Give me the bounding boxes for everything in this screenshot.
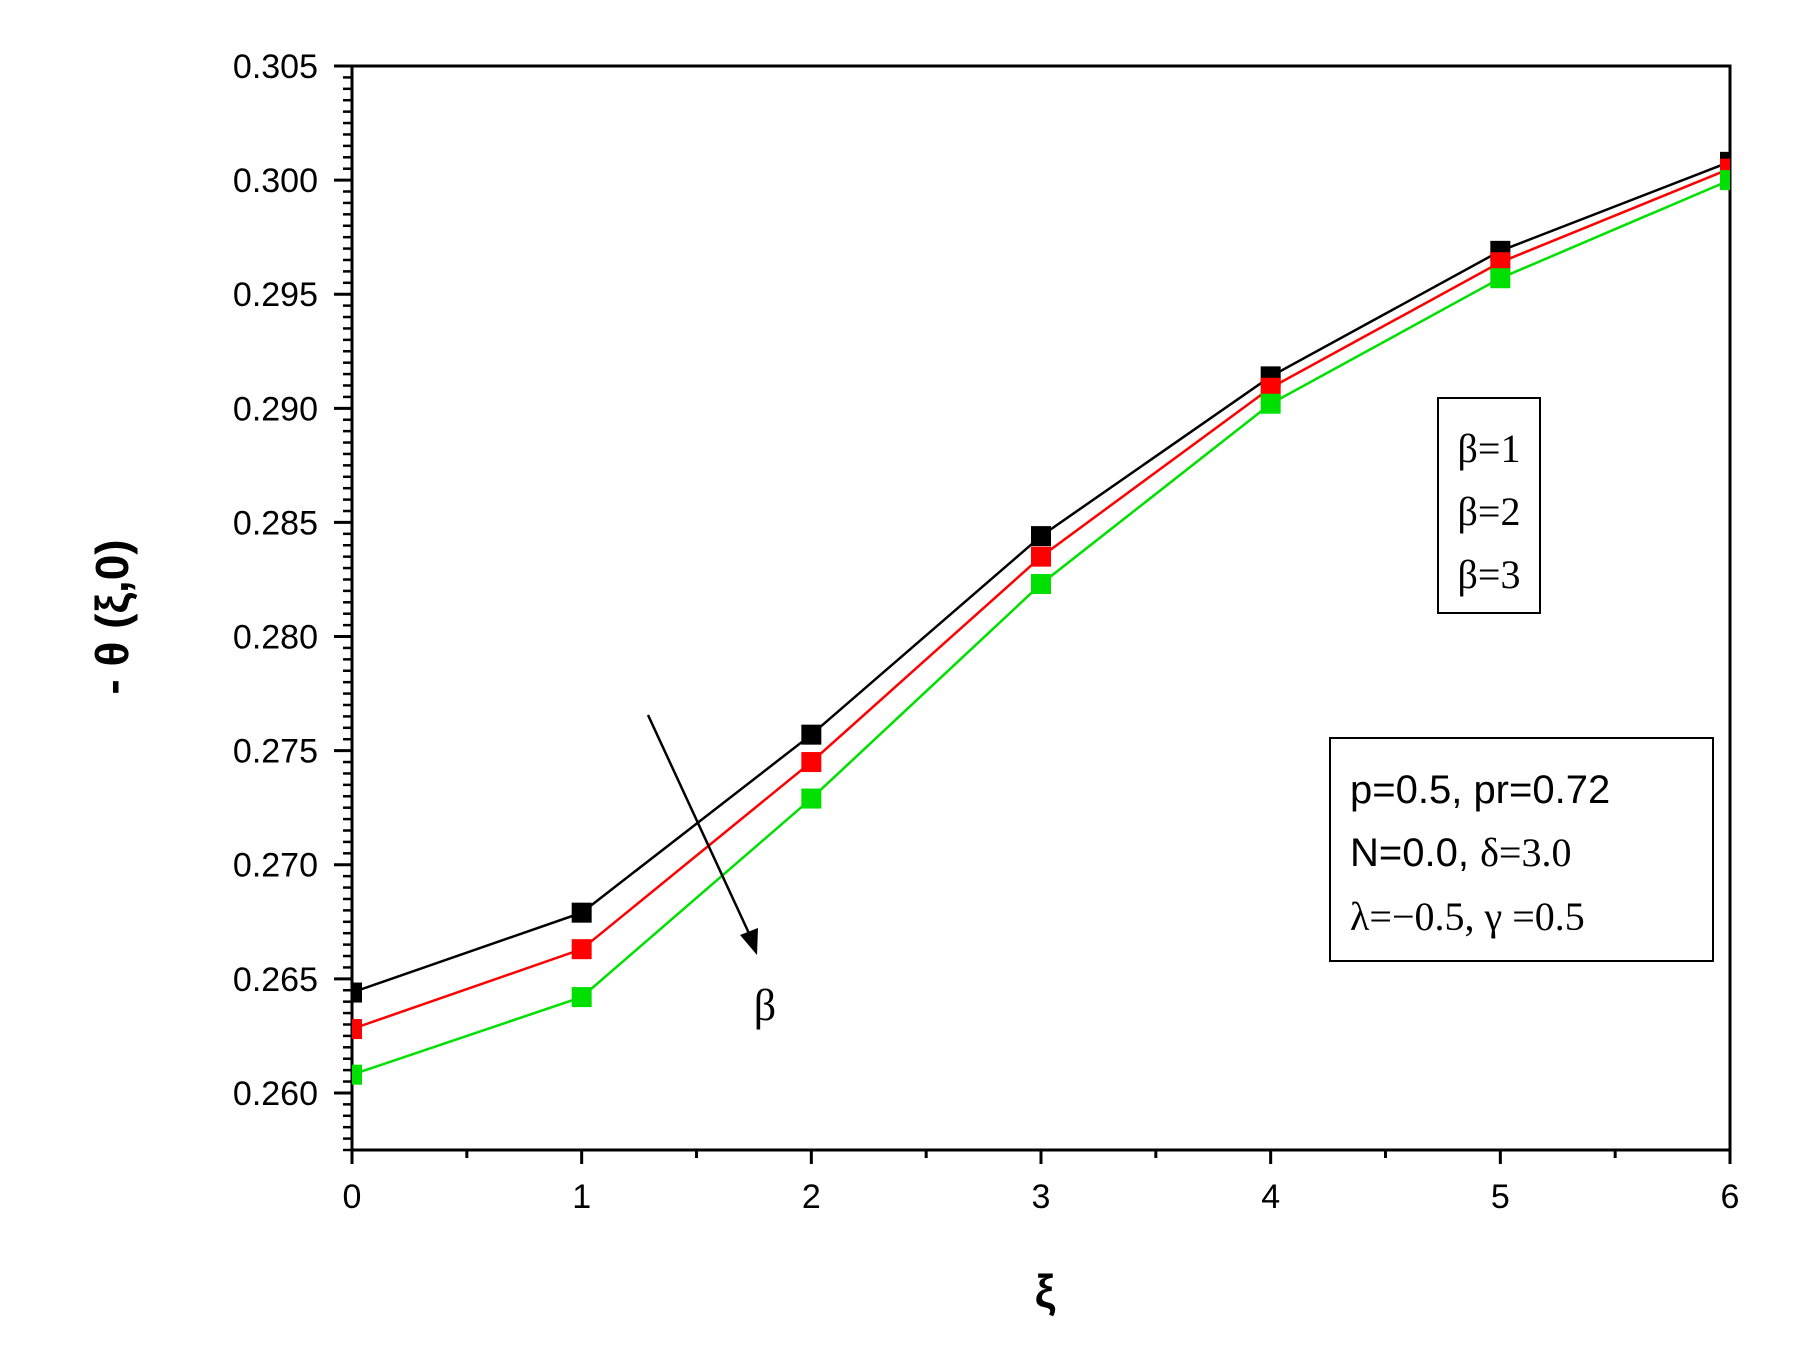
y-tick-label: 0.290 xyxy=(233,390,318,428)
data-point-series-2 xyxy=(1490,252,1511,273)
data-point-series-2 xyxy=(1260,377,1281,398)
legend: β=1 β=2 β=3 xyxy=(1437,397,1541,614)
axes: 0 1 2 3 4 5 6 0.260 0.265 0.270 0.275 0.280 0.285 0.2… xyxy=(233,48,1740,1216)
x-tick-label: 1 xyxy=(572,1178,591,1216)
data-point-series-3 xyxy=(1260,393,1281,414)
legend-entry-1: β=1 xyxy=(1458,426,1521,471)
data-point-series-3 xyxy=(1031,574,1051,595)
data-point-series-3 xyxy=(801,788,822,809)
data-point-series-3 xyxy=(571,987,592,1008)
parameter-line-2-a: N=0.0, xyxy=(1350,831,1480,875)
beta-arrow xyxy=(646,714,758,955)
data-point-series-1 xyxy=(1031,526,1051,547)
data-point-series-1 xyxy=(571,902,592,923)
y-tick-label: 0.295 xyxy=(233,276,318,314)
data-point-series-1 xyxy=(352,982,362,1003)
data-point-series-2 xyxy=(1720,158,1730,179)
data-point-series-3 xyxy=(1720,170,1730,191)
data-point-series-2 xyxy=(801,752,822,773)
y-tick-label: 0.270 xyxy=(233,847,318,885)
data-point-series-2 xyxy=(1031,546,1051,567)
parameter-line-2-b: δ=3.0 xyxy=(1480,830,1571,875)
y-tick-label: 0.305 xyxy=(233,48,318,86)
legend-entry-3: β=3 xyxy=(1458,552,1521,597)
x-tick-label: 2 xyxy=(802,1178,821,1216)
x-axis-title: ξ xyxy=(1035,1265,1056,1317)
y-tick-label: 0.280 xyxy=(233,619,318,657)
y-axis-title: - θ (ξ,0) xyxy=(86,539,138,694)
series-markers xyxy=(352,151,1730,1085)
x-tick-label: 3 xyxy=(1032,1178,1051,1216)
parameter-line-3: λ=−0.5, γ =0.5 xyxy=(1350,894,1585,939)
parameter-box: p=0.5, pr=0.72 N=0.0, δ=3.0 λ=−0.5, γ =0… xyxy=(1329,737,1714,962)
arrow-label: β xyxy=(754,981,776,1030)
y-tick-label: 0.275 xyxy=(233,733,318,771)
x-tick-label: 4 xyxy=(1261,1178,1280,1216)
y-tick-label: 0.300 xyxy=(233,162,318,200)
x-tick-label: 0 xyxy=(343,1178,362,1216)
x-tick-label: 6 xyxy=(1721,1178,1740,1216)
parameter-line-2: N=0.0, δ=3.0 xyxy=(1350,830,1571,875)
parameter-line-1: p=0.5, pr=0.72 xyxy=(1350,768,1610,812)
data-point-series-2 xyxy=(352,1019,362,1040)
y-tick-label: 0.285 xyxy=(233,504,318,542)
data-point-series-2 xyxy=(571,939,592,960)
y-tick-label: 0.260 xyxy=(233,1075,318,1113)
data-point-series-1 xyxy=(801,724,822,745)
x-tick-label: 5 xyxy=(1491,1178,1510,1216)
data-point-series-3 xyxy=(352,1064,362,1085)
y-tick-label: 0.265 xyxy=(233,961,318,999)
data-point-series-3 xyxy=(1490,268,1511,289)
legend-entry-2: β=2 xyxy=(1458,489,1521,534)
